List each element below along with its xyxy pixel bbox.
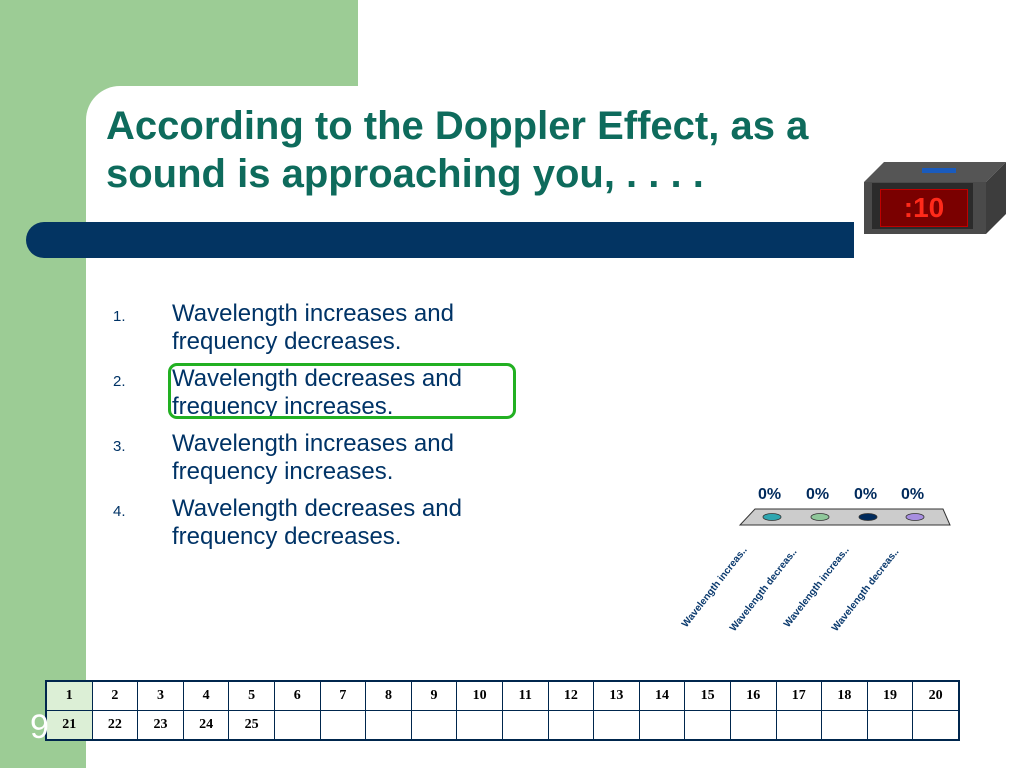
grid-cell: 5 [228,680,275,711]
answer-text: Wavelength increases and frequency decre… [172,300,454,355]
timer-side [986,162,1006,234]
grid-cell: 22 [91,710,139,741]
answer-number: 2. [113,373,126,390]
grid-cell: 21 [45,710,93,741]
participant-grid: 1 2 3 4 5 6 7 8 9 10 11 12 13 14 15 16 1… [45,680,960,741]
grid-cell: 2 [91,680,139,711]
chart-bar [762,513,782,521]
answer-option-1[interactable]: 1. Wavelength increases and frequency de… [110,300,550,356]
response-chart [738,508,951,526]
grid-cell [273,710,321,741]
grid-row-1: 1 2 3 4 5 6 7 8 9 10 11 12 13 14 15 16 1… [45,680,960,711]
grid-cell [866,710,914,741]
chart-bar [858,513,878,521]
slide-number: 9 [30,708,49,746]
chart-bar [905,513,925,521]
grid-cell: 4 [182,680,230,711]
grid-cell: 9 [410,680,458,711]
grid-cell [456,710,503,741]
grid-cell: 7 [319,680,367,711]
grid-cell: 14 [638,680,686,711]
grid-cell: 1 [45,680,93,711]
grid-cell: 16 [729,680,777,711]
answer-text: Wavelength increases and frequency incre… [172,430,454,485]
grid-cell: 10 [456,680,503,711]
grid-cell [912,710,960,741]
grid-cell [319,710,367,741]
grid-row-2: 21 22 23 24 25 [45,710,960,741]
value-label: 0% [758,486,782,503]
grid-cell [410,710,458,741]
grid-cell: 20 [912,680,960,711]
grid-cell: 23 [137,710,184,741]
grid-cell [593,710,640,741]
answer-option-4[interactable]: 4. Wavelength decreases and frequency de… [110,495,550,551]
timer-display: :10 [880,189,968,227]
answer-number: 4. [113,503,126,520]
grid-cell: 25 [228,710,275,741]
grid-cell: 3 [137,680,184,711]
grid-cell: 12 [547,680,595,711]
grid-cell: 19 [866,680,914,711]
answer-number: 3. [113,438,126,455]
chart-bar [810,513,830,521]
grid-cell: 15 [684,680,731,711]
grid-cell: 8 [365,680,412,711]
grid-cell: 17 [775,680,823,711]
grid-cell [729,710,777,741]
grid-cell [684,710,731,741]
grid-cell: 24 [182,710,230,741]
chart-base-plate [738,508,951,526]
grid-cell [775,710,823,741]
grid-cell: 6 [273,680,321,711]
grid-cell [365,710,412,741]
grid-cell [547,710,595,741]
answer-text: Wavelength decreases and frequency incre… [172,365,462,420]
grid-cell [821,710,868,741]
grid-cell: 11 [501,680,549,711]
title-underline-bar [26,222,854,258]
value-label: 0% [854,486,878,503]
answer-option-2[interactable]: 2. Wavelength decreases and frequency in… [110,365,550,421]
timer-button [922,168,956,173]
slide-title: According to the Doppler Effect, as a so… [106,104,809,196]
answer-option-3[interactable]: 3. Wavelength increases and frequency in… [110,430,550,486]
grid-cell: 18 [821,680,868,711]
grid-cell: 13 [593,680,640,711]
value-label: 0% [806,486,830,503]
answer-list: 1. Wavelength increases and frequency de… [110,300,550,560]
grid-cell [638,710,686,741]
value-label: 0% [901,486,925,503]
answer-number: 1. [113,308,126,325]
correct-answer-highlight [168,363,516,419]
grid-cell [501,710,549,741]
answer-text: Wavelength decreases and frequency decre… [172,495,462,550]
